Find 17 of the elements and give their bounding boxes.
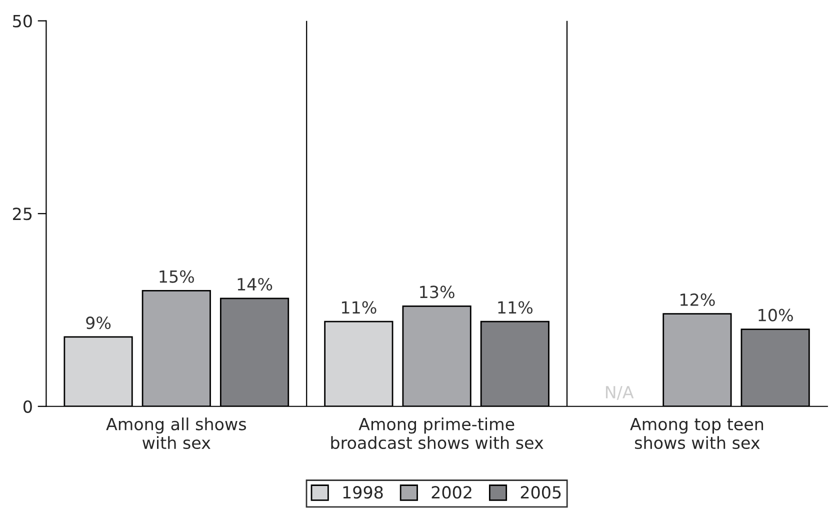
data-label: 15% bbox=[160, 270, 194, 283]
y-tick-label: 50 bbox=[13, 14, 32, 28]
data-label: 13% bbox=[420, 286, 454, 298]
y-tick-label: 0 bbox=[24, 400, 32, 413]
legend-label: 2005 bbox=[520, 486, 561, 499]
x-tick-label: Among top teen shows with sex bbox=[630, 418, 764, 450]
legend-label: 2002 bbox=[432, 486, 472, 499]
data-label: 9% bbox=[86, 316, 111, 330]
legend-label: 1998 bbox=[343, 486, 383, 499]
data-label: 10% bbox=[758, 308, 793, 322]
x-tick-label: Among all shows with sex bbox=[106, 417, 246, 450]
x-tick-label: Among prime-time broadcast shows with sex bbox=[331, 417, 544, 450]
data-label: 11% bbox=[342, 301, 376, 314]
data-label: 11% bbox=[498, 301, 533, 314]
y-tick-label: 25 bbox=[13, 208, 32, 220]
data-label: 14% bbox=[238, 278, 272, 291]
data-label: 12% bbox=[680, 293, 715, 306]
